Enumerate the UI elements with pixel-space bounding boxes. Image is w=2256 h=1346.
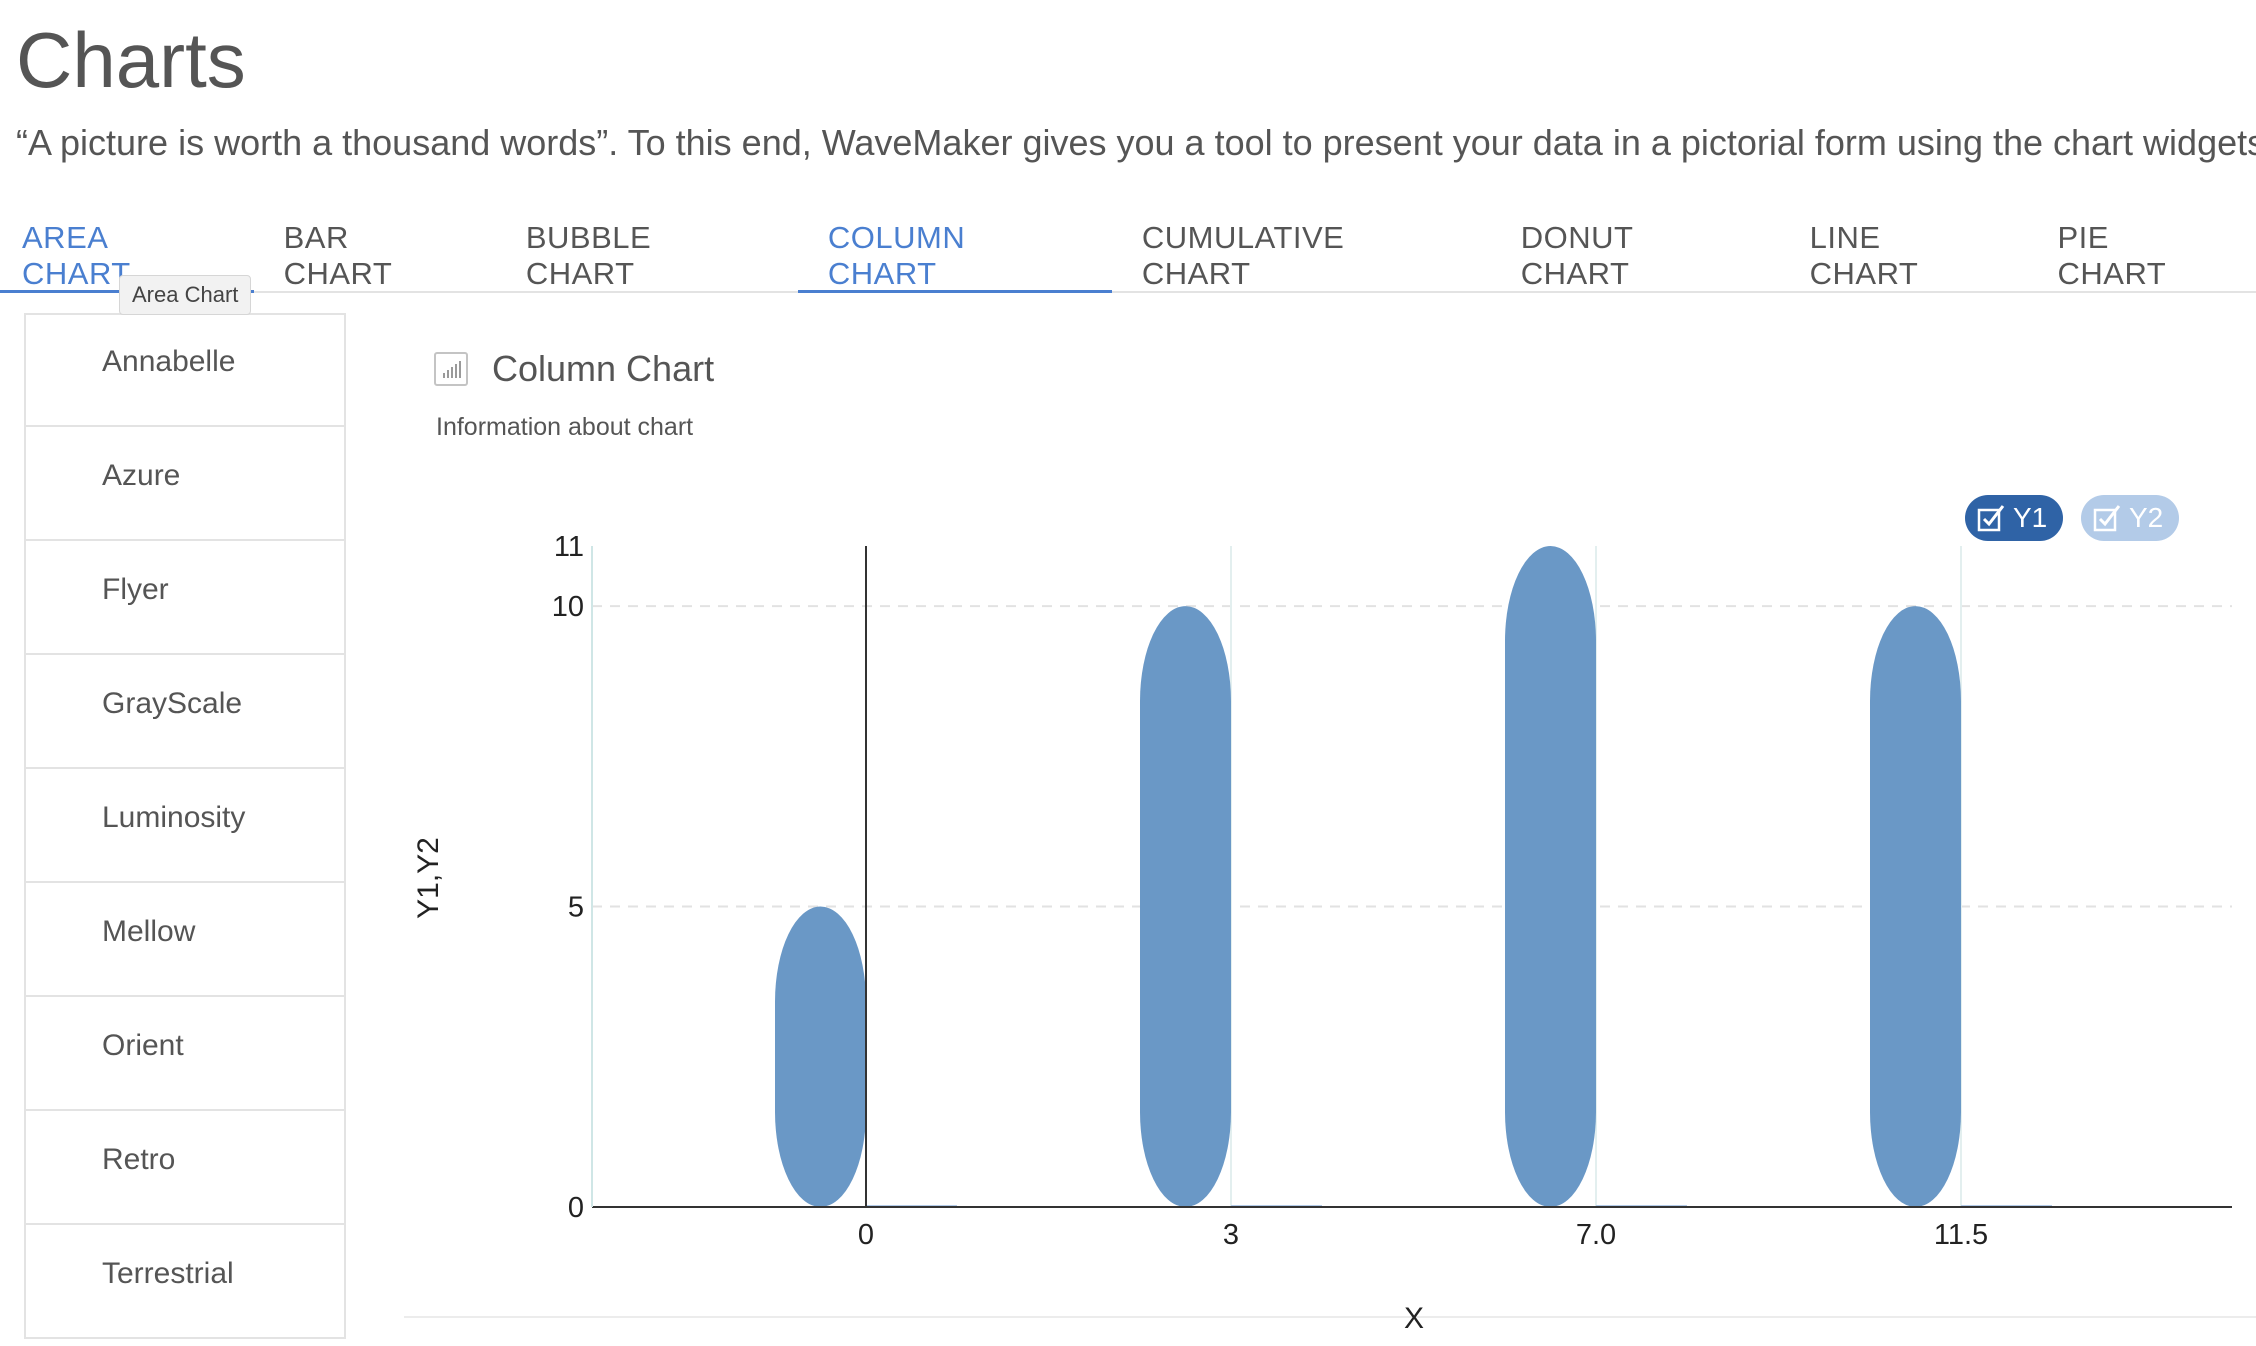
chart-panel: Column Chart Information about chart Y1 … [404,313,2256,1318]
theme-list: Annabelle Azure Flyer GrayScale Luminosi… [24,313,346,1339]
theme-item-retro[interactable]: Retro [26,1111,344,1225]
legend-y1-label: Y1 [2013,502,2048,533]
theme-item-azure[interactable]: Azure [26,427,344,541]
legend-y2-label: Y2 [2129,502,2164,533]
tab-area-chart[interactable]: AREA CHART [0,220,254,293]
legend-y2-toggle[interactable]: Y2 [2081,495,2180,541]
theme-item-luminosity[interactable]: Luminosity [26,769,344,883]
theme-item-terrestrial[interactable]: Terrestrial [26,1225,344,1339]
theme-item-flyer[interactable]: Flyer [26,541,344,655]
tab-column-chart[interactable]: COLUMN CHART [797,220,1112,293]
checkbox-checked-icon [2093,505,2121,532]
panel-subtitle: Information about chart [436,413,694,441]
tab-donut-chart[interactable]: DONUT CHART [1520,219,1633,291]
panel-title: Column Chart [492,348,715,389]
theme-item-grayscale[interactable]: GrayScale [26,655,344,769]
theme-item-mellow[interactable]: Mellow [26,883,344,997]
tab-bar-chart[interactable]: BAR CHART [283,219,393,291]
tab-pie-chart[interactable]: PIE CHART [2057,219,2167,291]
tab-bubble-chart[interactable]: BUBBLE CHART [525,219,652,291]
tab-line-chart[interactable]: LINE CHART [1809,219,1919,291]
page-title: Charts [16,16,246,104]
tab-cumulative-chart[interactable]: CUMULATIVE CHART [1141,219,1345,291]
checkbox-checked-icon [1977,505,2005,532]
theme-item-orient[interactable]: Orient [26,997,344,1111]
chart-type-tabs: AREA CHART BAR CHART BUBBLE CHART COLUMN… [0,220,2256,293]
page-description: “A picture is worth a thousand words”. T… [16,122,2256,163]
column-chart-icon [434,352,468,386]
legend-y1-toggle[interactable]: Y1 [1965,495,2064,541]
theme-item-annabelle[interactable]: Annabelle [26,315,344,427]
panel-header: Column Chart [434,348,714,390]
tab-tooltip: Area Chart [119,275,252,315]
